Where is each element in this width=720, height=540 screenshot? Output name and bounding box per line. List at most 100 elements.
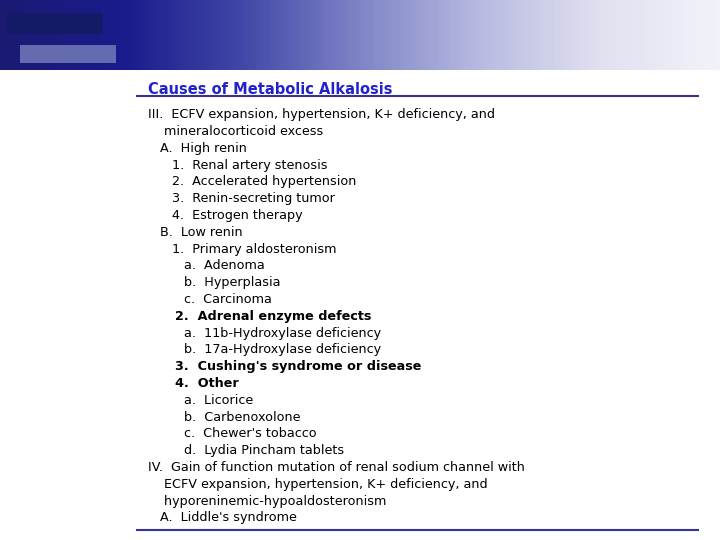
Bar: [378, 0, 382, 70]
Bar: [306, 0, 310, 70]
Bar: [108, 0, 112, 70]
Bar: [324, 0, 328, 70]
Bar: [400, 0, 403, 70]
Bar: [166, 0, 169, 70]
Bar: [338, 0, 342, 70]
Bar: [382, 0, 385, 70]
Bar: [101, 0, 104, 70]
Bar: [40, 0, 43, 70]
Bar: [76, 0, 79, 70]
Bar: [371, 0, 374, 70]
Bar: [367, 0, 371, 70]
Bar: [209, 0, 212, 70]
Bar: [94, 0, 97, 70]
Bar: [299, 0, 302, 70]
Bar: [695, 0, 698, 70]
Bar: [284, 0, 288, 70]
Bar: [544, 0, 547, 70]
Bar: [421, 0, 425, 70]
Bar: [230, 0, 234, 70]
Bar: [385, 0, 389, 70]
Bar: [54, 0, 58, 70]
Text: a.  11b-Hydroxylase deficiency: a. 11b-Hydroxylase deficiency: [148, 327, 381, 340]
Bar: [612, 0, 616, 70]
Bar: [335, 0, 338, 70]
Bar: [43, 0, 47, 70]
Bar: [266, 0, 270, 70]
Bar: [374, 0, 378, 70]
Bar: [598, 0, 601, 70]
Text: 2.  Accelerated hypertension: 2. Accelerated hypertension: [148, 176, 356, 188]
Bar: [486, 0, 490, 70]
Bar: [155, 0, 158, 70]
Bar: [551, 0, 554, 70]
Bar: [490, 0, 493, 70]
Bar: [396, 0, 400, 70]
Text: a.  Licorice: a. Licorice: [148, 394, 253, 407]
Bar: [540, 0, 544, 70]
Bar: [608, 0, 612, 70]
Bar: [533, 0, 536, 70]
Bar: [18, 0, 22, 70]
Bar: [472, 0, 475, 70]
Bar: [151, 0, 155, 70]
Bar: [144, 0, 148, 70]
Bar: [205, 0, 209, 70]
Bar: [252, 0, 256, 70]
Bar: [360, 0, 364, 70]
Bar: [148, 0, 151, 70]
Text: b.  17a-Hydroxylase deficiency: b. 17a-Hydroxylase deficiency: [148, 343, 381, 356]
Bar: [407, 0, 410, 70]
Bar: [227, 0, 230, 70]
Bar: [248, 0, 252, 70]
Text: 4.  Estrogen therapy: 4. Estrogen therapy: [148, 209, 302, 222]
Bar: [25, 0, 29, 70]
Bar: [90, 0, 94, 70]
Bar: [274, 0, 277, 70]
Bar: [439, 0, 443, 70]
Bar: [709, 0, 713, 70]
Bar: [4, 0, 7, 70]
Text: 2.  Adrenal enzyme defects: 2. Adrenal enzyme defects: [148, 310, 372, 323]
Bar: [162, 0, 166, 70]
Bar: [169, 0, 173, 70]
Bar: [403, 0, 407, 70]
Bar: [518, 0, 522, 70]
Bar: [353, 0, 356, 70]
Bar: [277, 0, 281, 70]
Bar: [104, 0, 108, 70]
Bar: [173, 0, 176, 70]
Bar: [176, 0, 180, 70]
Bar: [569, 0, 572, 70]
Bar: [20, 45, 116, 63]
Bar: [504, 0, 508, 70]
Bar: [364, 0, 367, 70]
Bar: [482, 0, 486, 70]
Bar: [716, 0, 720, 70]
Bar: [328, 0, 331, 70]
Bar: [432, 0, 436, 70]
Bar: [212, 0, 216, 70]
Text: c.  Chewer's tobacco: c. Chewer's tobacco: [148, 427, 317, 441]
Bar: [536, 0, 540, 70]
Bar: [14, 0, 18, 70]
Bar: [36, 0, 40, 70]
Bar: [256, 0, 259, 70]
Bar: [259, 0, 263, 70]
Bar: [158, 0, 162, 70]
Bar: [605, 0, 608, 70]
Bar: [446, 0, 450, 70]
Bar: [565, 0, 569, 70]
Bar: [522, 0, 526, 70]
Text: a.  Adenoma: a. Adenoma: [148, 259, 265, 272]
Bar: [122, 0, 126, 70]
Bar: [529, 0, 533, 70]
Text: hyporeninemic-hypoaldosteronism: hyporeninemic-hypoaldosteronism: [148, 495, 387, 508]
Bar: [115, 0, 119, 70]
Bar: [637, 0, 641, 70]
Bar: [29, 0, 32, 70]
Bar: [320, 0, 324, 70]
Bar: [511, 0, 515, 70]
Bar: [241, 0, 245, 70]
Bar: [680, 0, 684, 70]
